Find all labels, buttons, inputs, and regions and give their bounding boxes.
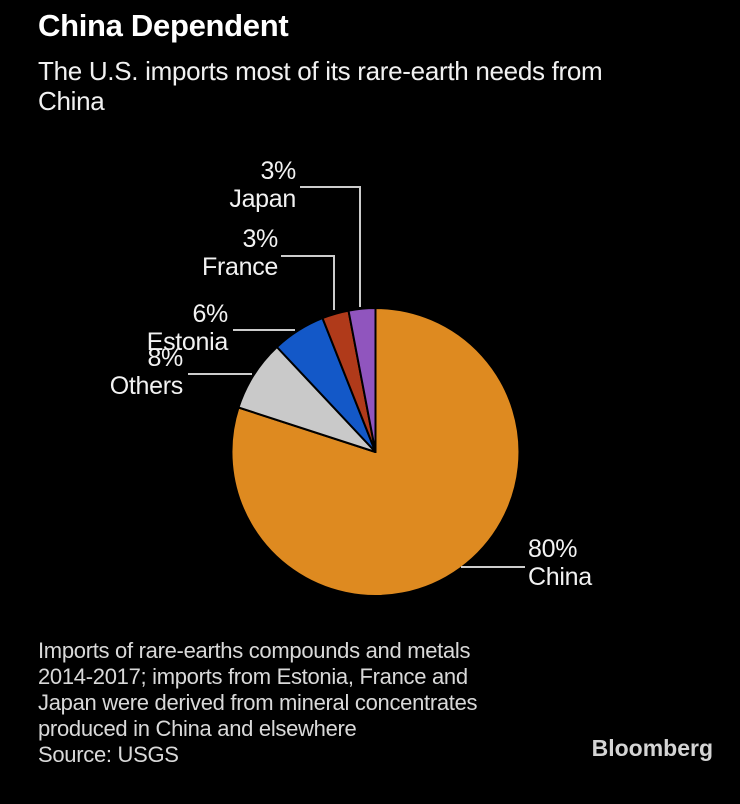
- chart-title: China Dependent: [38, 8, 289, 43]
- pie-label-japan: 3% Japan: [229, 157, 296, 213]
- pie-label-japan-name: Japan: [229, 185, 296, 213]
- chart-footnote: Imports of rare-earths compounds and met…: [38, 638, 478, 768]
- footnote-line-1: Imports of rare-earths compounds and met…: [38, 638, 471, 663]
- footnote-line-4: produced in China and elsewhere: [38, 716, 357, 741]
- pie-label-estonia: 6% Estonia: [146, 300, 229, 356]
- pie-label-france-name: France: [201, 253, 278, 281]
- pie-label-estonia-value: 6%: [192, 300, 228, 328]
- leader-line-others: [188, 373, 252, 375]
- leader-line-japan-horizontal: [300, 186, 360, 188]
- pie-label-others: 8% Others: [109, 344, 184, 400]
- leader-line-france-horizontal: [281, 255, 335, 257]
- leader-line-france-vertical: [333, 255, 335, 310]
- pie-label-china-value: 80%: [528, 535, 578, 563]
- bloomberg-logo: Bloomberg: [591, 735, 713, 761]
- chart-subtitle-line-1: The U.S. imports most of its rare-earth …: [38, 56, 603, 86]
- pie-slice-china: [230, 307, 521, 597]
- leader-line-japan-vertical: [359, 186, 361, 307]
- source-line: Source: USGS: [38, 742, 179, 767]
- pie-slice-japan: [347, 307, 377, 453]
- pie-label-estonia-name: Estonia: [146, 328, 229, 356]
- footnote-line-3: Japan were derived from mineral concentr…: [38, 690, 478, 715]
- chart-subtitle-line-2: China: [38, 86, 105, 116]
- pie-label-china: 80% China: [528, 535, 592, 591]
- pie-label-china-name: China: [528, 563, 592, 591]
- pie-label-others-value: 8%: [147, 344, 183, 372]
- pie-label-japan-value: 3%: [260, 157, 296, 185]
- pie-label-france: 3% France: [202, 225, 278, 281]
- leader-line-estonia: [233, 329, 295, 331]
- pie-label-france-value: 3%: [242, 225, 278, 253]
- leader-line-china: [461, 566, 525, 568]
- pie-label-others-name: Others: [109, 372, 184, 400]
- chart-subtitle: The U.S. imports most of its rare-earth …: [38, 56, 603, 116]
- footnote-line-2: 2014-2017; imports from Estonia, France …: [38, 664, 468, 689]
